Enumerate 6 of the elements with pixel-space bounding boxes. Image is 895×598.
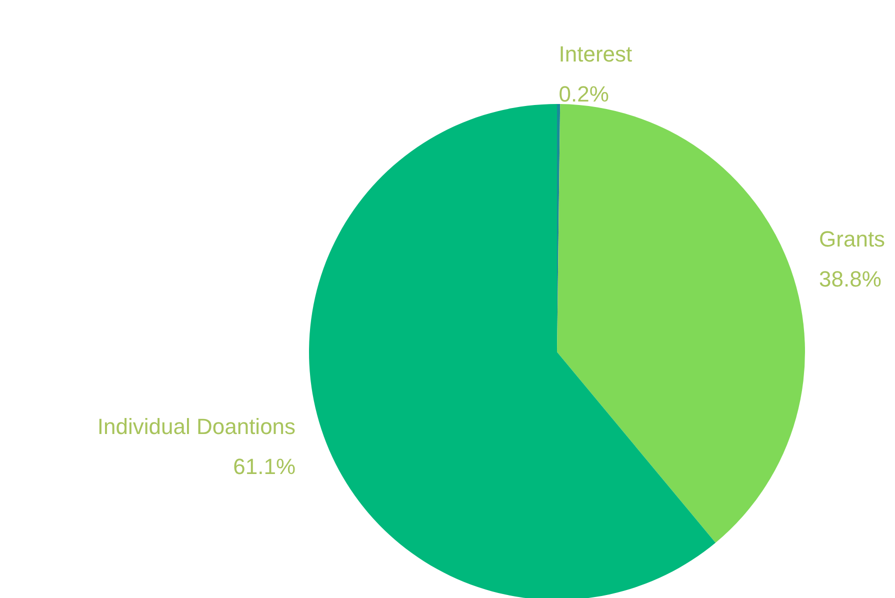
data-label: 0.2% (558, 82, 609, 107)
slice-label: Individual Doantions (97, 414, 296, 439)
slice-label: Grants (819, 226, 886, 252)
slice-label: Interest (558, 42, 632, 67)
data-label: 38.8% (819, 266, 882, 292)
data-label: 61.1% (233, 454, 296, 479)
